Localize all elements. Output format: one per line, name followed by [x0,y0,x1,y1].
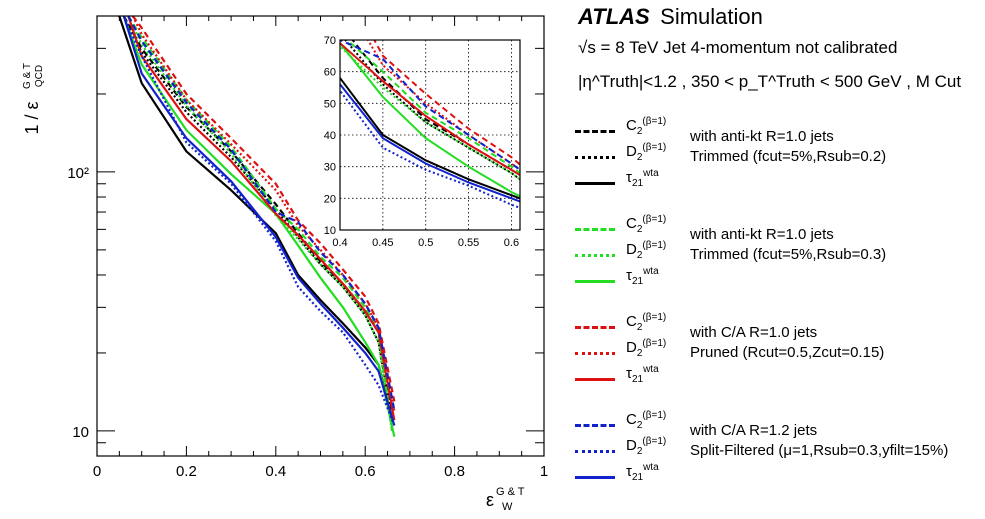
series-line-3 [127,15,394,432]
legend-group-line1: with anti-kt R=1.0 jets [690,226,834,243]
svg-text:W: W [502,501,513,513]
series-line-2 [118,15,394,421]
legend-swatch [575,130,615,133]
header-title: ATLAS Simulation [578,4,763,30]
legend-variable-label: D2(β=1) [626,338,667,359]
experiment-label: ATLAS [578,4,650,29]
legend-swatch [575,352,615,355]
svg-text:ε: ε [486,490,494,510]
inset-x-tick-label: 0.5 [418,237,433,249]
legend-variable-label: C2(β=1) [626,116,667,137]
inset-x-tick-label: 0.45 [372,237,393,249]
inset-x-tick-label: 0.6 [504,237,519,249]
legend-variable-label: C2(β=1) [626,410,667,431]
y-tick-label: 10 [72,424,89,441]
legend-swatch [575,326,615,329]
inset-y-tick-label: 30 [324,162,336,174]
x-tick-label: 0.2 [176,463,197,480]
energy-line: √s = 8 TeV Jet 4-momentum not calibrated [578,38,898,57]
svg-text:1 / ε: 1 / ε [22,101,42,134]
legend-swatch [575,450,615,453]
legend-swatch [575,378,615,381]
legend-swatch [575,280,615,283]
series-line-4 [127,15,394,432]
legend-group-line1: with C/A R=1.2 jets [690,422,818,439]
legend-group-line2: Split-Filtered (μ=1,Rsub=0.3,yfilt=15%) [690,442,949,459]
legend-variable-label: τ21wta [626,168,659,189]
legend-swatch [575,156,615,159]
inset-series-line-9 [340,40,520,172]
cut-line: |η^Truth|<1.2 , 350 < p_T^Truth < 500 Ge… [578,72,962,91]
inset-y-tick-label: 20 [324,193,336,205]
legend-variable-label: D2(β=1) [626,436,667,457]
series-line-10 [122,15,396,426]
x-tick-label: 0.6 [355,463,376,480]
x-tick-label: 0 [93,463,101,480]
series-line-7 [131,15,396,411]
legend-variable-label: τ21wta [626,266,659,287]
legend-group-line1: with anti-kt R=1.0 jets [690,128,834,145]
legend-swatch [575,476,615,479]
inset-axis-ticks: 0.4 0.45 0.5 0.55 0.6 10 20 30 40 50 60 70 [324,35,519,249]
legend-swatch [575,182,615,185]
legend-variable-label: τ21wta [626,364,659,385]
x-tick-label: 1 [540,463,548,480]
legend-variable-label: C2(β=1) [626,214,667,235]
inset-y-tick-label: 70 [324,35,336,47]
inset-y-tick-label: 60 [324,67,336,79]
svg-text:G & T: G & T [496,486,525,498]
inset-frame [339,39,521,231]
legend-variable-label: D2(β=1) [626,240,667,261]
x-axis-label: ε G & T W [486,486,525,513]
inset-plot: 0.4 0.45 0.5 0.55 0.6 10 20 30 40 50 60 70 [324,35,521,249]
main-plot-curves [118,15,396,437]
series-line-8 [127,15,396,421]
svg-text:QCD: QCD [34,65,45,87]
inset-y-tick-label: 50 [324,98,336,110]
inset-x-tick-label: 0.4 [332,237,347,249]
inset-x-tick-label: 0.55 [458,237,479,249]
simulation-label: Simulation [660,4,763,29]
legend-swatch [575,424,615,427]
main-axis-ticks: 0 0.2 0.4 0.6 0.8 1 10 10² [67,15,548,480]
svg-text:G & T: G & T [22,63,33,89]
series-line-11 [122,15,396,426]
legend-variable-label: D2(β=1) [626,142,667,163]
legend-group-line1: with C/A R=1.0 jets [690,324,818,341]
legend-swatch [575,254,615,257]
legend-swatch [575,228,615,231]
inset-y-tick-label: 10 [324,225,336,237]
y-axis-label: 1 / ε G & T QCD [22,63,45,134]
inset-background [340,40,520,230]
y-tick-label: 10² [67,165,89,182]
legend-variable-label: τ21wta [626,462,659,483]
inset-series-line-6 [373,40,520,166]
x-tick-label: 0.8 [444,463,465,480]
series-line-5 [122,15,396,437]
series-line-6 [131,15,396,402]
legend-group-line2: Trimmed (fcut=5%,Rsub=0.2) [690,148,887,165]
legend-group-line2: Pruned (Rcut=0.5,Zcut=0.15) [690,344,885,361]
x-tick-label: 0.4 [265,463,286,480]
series-line-9 [127,15,396,411]
inset-y-tick-label: 40 [324,130,336,142]
legend-group-line2: Trimmed (fcut=5%,Rsub=0.3) [690,246,887,263]
legend-variable-label: C2(β=1) [626,312,667,333]
